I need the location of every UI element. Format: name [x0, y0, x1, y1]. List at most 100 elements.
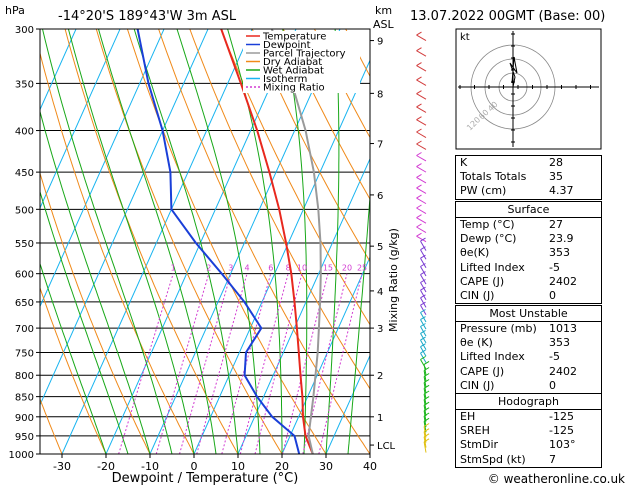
wind-barb-flag	[420, 316, 426, 321]
dewpoint-line	[136, 29, 301, 454]
wind-barb-flag	[420, 294, 426, 299]
date-title: 13.07.2022 00GMT (Base: 00)	[410, 9, 605, 24]
wind-barb-flag	[420, 309, 426, 313]
table-row: Lifted Index -5	[460, 350, 560, 364]
isotherm	[40, 29, 165, 308]
wind-barb-flag	[420, 237, 426, 242]
mixing-ratio-line	[155, 273, 210, 454]
wet-adiabat	[347, 190, 370, 454]
temperature-tick-label: 10	[231, 460, 245, 473]
wind-barb-flag	[423, 384, 430, 389]
pressure-tick-label: 1000	[9, 450, 34, 461]
wind-barb	[416, 226, 427, 233]
background-lines: 1 2 3 4 6 8 10 15 20 25	[40, 29, 370, 454]
mixing-ratio-tick-label: 25	[357, 264, 367, 273]
wet-adiabat	[227, 29, 283, 454]
wind-barb	[416, 155, 427, 162]
wind-barb	[416, 79, 427, 86]
km-tick-label: 3	[377, 324, 383, 335]
dry-adiabat	[189, 29, 370, 390]
km-tick-label: 9	[377, 37, 383, 48]
mixing-ratio-line	[254, 273, 303, 454]
wind-barb-flag	[423, 373, 430, 377]
dry-adiabat	[64, 29, 239, 454]
wind-barb-flag	[416, 152, 422, 156]
wind-barb-flag	[416, 204, 422, 209]
wind-barb-flag	[423, 428, 430, 433]
isotherm	[237, 157, 370, 454]
wind-barb-flag	[420, 349, 426, 354]
table-row: CAPE (J) 2402	[460, 364, 577, 378]
wind-barb	[420, 266, 427, 277]
wind-barb-flag	[416, 173, 422, 178]
temperature-tick-label: 20	[275, 460, 289, 473]
wind-barb	[416, 106, 427, 113]
wind-barb-flag	[423, 379, 430, 383]
wind-barb	[420, 289, 427, 301]
surface-title: Surface	[456, 202, 601, 218]
wind-barb-flag	[416, 184, 422, 189]
mixing-ratio-tick-label: 8	[286, 264, 291, 273]
hodograph-trace	[509, 56, 518, 88]
dry-adiabat	[40, 171, 151, 454]
wind-barb-flag	[416, 128, 422, 133]
wind-barb	[420, 240, 427, 251]
pressure-tick-label: 650	[15, 298, 34, 309]
km-tick-label: 6	[377, 191, 383, 202]
km-tick-label: 1	[377, 413, 383, 424]
wind-barb	[416, 207, 427, 214]
legend-label: Temperature	[262, 32, 326, 43]
axes: 3003504004505005506006507007508008509009…	[9, 25, 396, 473]
table-row: K 28	[460, 156, 563, 169]
wind-barb-flag	[423, 390, 430, 395]
wet-adiabat	[40, 262, 107, 454]
table-row: StmSpd (kt) 7	[460, 452, 556, 466]
mixing-ratio-line	[239, 273, 289, 454]
x-axis-title: Dewpoint / Temperature (°C)	[112, 471, 299, 486]
wet-adiabat	[40, 190, 129, 454]
wind-barb-flag	[420, 254, 426, 259]
wind-barb	[420, 257, 427, 268]
wet-adiabat	[67, 29, 195, 454]
table-row: SREH -125	[460, 424, 574, 438]
mixing-ratio-axis-title: Mixing Ratio (g/kg)	[387, 228, 400, 332]
wind-barb-flag	[416, 116, 422, 121]
most-unstable-table: Most Unstable Pressure (mb) 1013 θe (K) 35…	[455, 305, 602, 394]
pressure-tick-label: 700	[15, 324, 34, 335]
legend-label: Dewpoint	[263, 40, 311, 51]
mixing-ratio-tick-label: 20	[342, 264, 352, 273]
pressure-tick-label: 400	[15, 127, 34, 138]
wind-barb-flag	[423, 407, 430, 412]
mixing-ratio-tick-label: 15	[323, 264, 333, 273]
legend-label: Isotherm	[263, 74, 307, 85]
wind-barb-flag	[420, 343, 426, 348]
wind-barb-flag	[420, 263, 426, 267]
wind-barb	[420, 249, 427, 260]
table-row: StmDir 103°	[460, 438, 576, 452]
indices-table: K 28 Totals Totals 35 PW (cm) 4.37	[455, 155, 602, 200]
dry-adiabat	[40, 286, 107, 454]
dry-adiabat	[40, 51, 195, 454]
wind-barbs	[416, 31, 430, 453]
wind-barb	[416, 187, 427, 194]
isotherm	[325, 354, 370, 454]
wind-barb	[416, 166, 427, 173]
wind-barb	[420, 304, 427, 315]
table-row: PW (cm) 4.37	[460, 184, 574, 198]
wind-barb-flag	[416, 31, 422, 36]
wind-barb	[416, 93, 427, 100]
wind-barb	[423, 436, 427, 448]
temperature-tick-label: -30	[53, 460, 71, 473]
wind-barb-flag	[420, 301, 426, 306]
wind-barb-flag	[420, 356, 426, 360]
profile-lines	[136, 29, 322, 454]
mixing-ratio-tick-label: 6	[268, 264, 273, 273]
wind-barb-flag	[423, 367, 430, 371]
mixing-ratio-line	[118, 273, 174, 454]
wind-barb-flag	[416, 62, 422, 67]
wind-barb	[423, 441, 427, 453]
mixing-ratio-line	[221, 273, 272, 454]
temperature-tick-label: 40	[363, 460, 377, 473]
wet-adiabat	[97, 29, 217, 454]
